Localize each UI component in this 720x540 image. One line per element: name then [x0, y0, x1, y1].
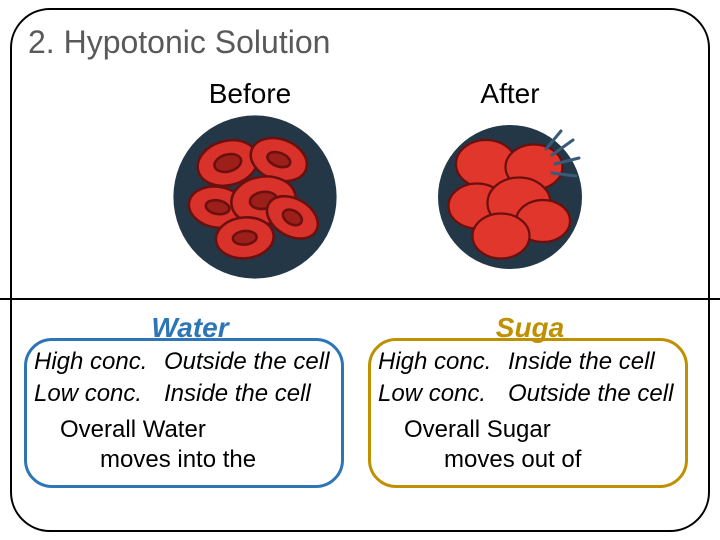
cells-before — [170, 112, 340, 282]
column-label-before: Before — [150, 78, 350, 110]
sugar-overall-2: moves out of — [444, 446, 704, 474]
sugar-high-where: Inside the cell — [508, 348, 708, 376]
column-label-after: After — [410, 78, 610, 110]
water-overall-2: moves into the — [100, 446, 360, 474]
water-low-label: Low conc. — [34, 380, 184, 408]
sugar-high-label: High conc. — [378, 348, 528, 376]
water-low-where: Inside the cell — [164, 380, 364, 408]
sugar-low-label: Low conc. — [378, 380, 528, 408]
divider-line — [0, 298, 720, 300]
sugar-low-where: Outside the cell — [508, 380, 708, 408]
sugar-overall-1: Overall Sugar — [404, 416, 664, 444]
water-high-label: High conc. — [34, 348, 184, 376]
cells-after — [435, 122, 585, 272]
slide-title: 2. Hypotonic Solution — [28, 24, 330, 61]
water-overall-1: Overall Water — [60, 416, 320, 444]
water-high-where: Outside the cell — [164, 348, 364, 376]
